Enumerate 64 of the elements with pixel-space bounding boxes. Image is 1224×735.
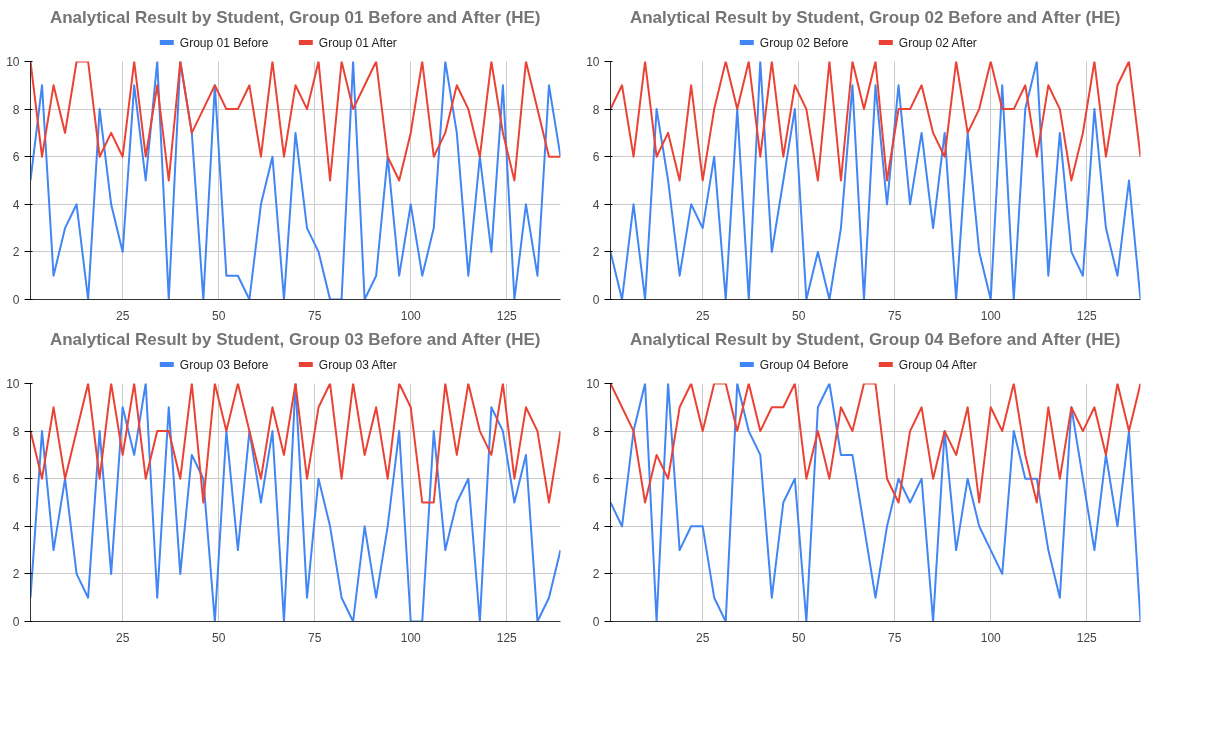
- y-tick-label: 8: [592, 424, 600, 439]
- chart-title: Analytical Result by Student, Group 02 Before and After (HE): [629, 7, 1121, 27]
- x-tick-label: 50: [212, 308, 226, 323]
- line-series: [610, 61, 1141, 182]
- y-tick-label: 8: [592, 102, 600, 117]
- chart-title: Analytical Result by Student, Group 03 Before and After (HE): [49, 329, 541, 349]
- x-tick-label: 25: [116, 630, 130, 645]
- y-tick-label: 2: [12, 567, 20, 582]
- legend-label: Group 01 Before: [179, 35, 269, 50]
- chart-title: Analytical Result by Student, Group 04 Before and After (HE): [629, 329, 1121, 349]
- legend-label: Group 02 After: [898, 35, 977, 50]
- x-tick-label: 100: [980, 630, 1002, 645]
- y-tick-label: 2: [12, 245, 20, 260]
- y-tick-label: 0: [592, 293, 600, 307]
- y-tick-label: 6: [12, 150, 20, 165]
- x-tick-label: 125: [1076, 630, 1098, 645]
- y-tick-label: 6: [592, 472, 600, 487]
- x-tick-label: 25: [696, 308, 710, 323]
- line-series: [30, 383, 561, 622]
- y-tick-label: 6: [592, 150, 600, 165]
- x-tick-label: 100: [980, 308, 1002, 323]
- x-tick-label: 125: [496, 630, 518, 645]
- legend-label: Group 02 Before: [759, 35, 849, 50]
- legend-label: Group 03 After: [318, 357, 397, 372]
- y-tick-label: 10: [6, 377, 20, 391]
- y-tick-label: 0: [12, 293, 20, 307]
- x-tick-label: 125: [1076, 308, 1098, 323]
- y-tick-label: 0: [592, 615, 600, 629]
- line-series: [30, 61, 561, 300]
- x-tick-label: 50: [792, 630, 806, 645]
- x-tick-label: 75: [888, 308, 902, 323]
- y-tick-label: 4: [12, 519, 20, 534]
- y-tick-label: 0: [12, 615, 20, 629]
- x-tick-label: 50: [212, 630, 226, 645]
- legend-label: Group 01 After: [318, 35, 397, 50]
- x-tick-label: 25: [116, 308, 130, 323]
- y-tick-label: 4: [592, 197, 600, 212]
- x-tick-label: 100: [400, 308, 422, 323]
- y-tick-label: 2: [592, 567, 600, 582]
- y-tick-label: 10: [586, 377, 600, 391]
- y-tick-label: 8: [12, 102, 20, 117]
- x-tick-label: 75: [888, 630, 902, 645]
- line-series: [30, 383, 561, 504]
- y-tick-label: 2: [592, 245, 600, 260]
- legend-label: Group 04 After: [898, 357, 977, 372]
- y-tick-label: 4: [12, 197, 20, 212]
- y-tick-label: 6: [12, 472, 20, 487]
- x-tick-label: 25: [696, 630, 710, 645]
- line-series: [30, 61, 561, 182]
- y-tick-label: 10: [6, 55, 20, 69]
- x-tick-label: 100: [400, 630, 422, 645]
- x-tick-label: 75: [308, 308, 322, 323]
- y-tick-label: 10: [586, 55, 600, 69]
- y-tick-label: 4: [592, 519, 600, 534]
- line-series: [610, 61, 1141, 300]
- line-series: [610, 383, 1141, 504]
- legend-label: Group 04 Before: [759, 357, 849, 372]
- y-tick-label: 8: [12, 424, 20, 439]
- chart-title: Analytical Result by Student, Group 01 Before and After (HE): [49, 7, 541, 27]
- x-tick-label: 125: [496, 308, 518, 323]
- legend-label: Group 03 Before: [179, 357, 269, 372]
- line-series: [610, 383, 1141, 622]
- x-tick-label: 50: [792, 308, 806, 323]
- x-tick-label: 75: [308, 630, 322, 645]
